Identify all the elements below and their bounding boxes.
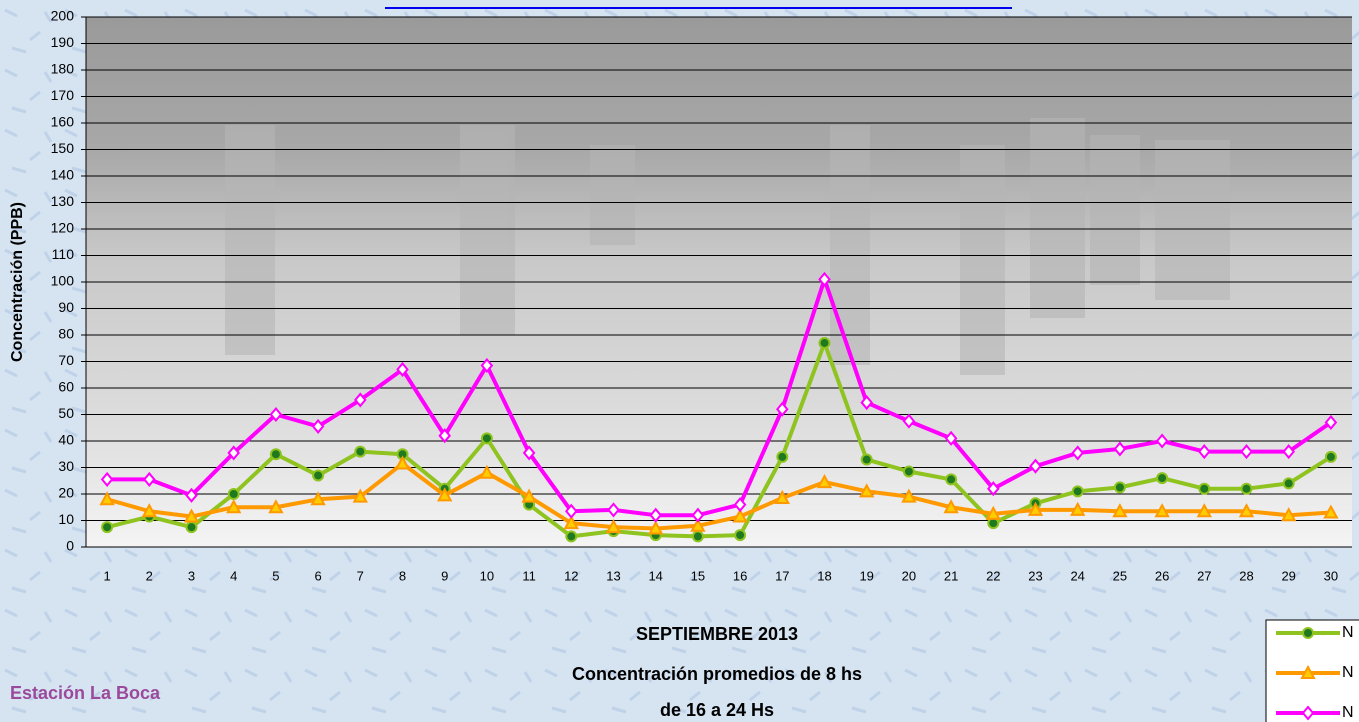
y-tick-label: 130 [51, 193, 75, 209]
x-tick-label: 17 [775, 568, 789, 583]
y-tick-label: 50 [58, 405, 74, 421]
point [693, 531, 703, 541]
point [1157, 473, 1167, 483]
x-tick-label: 14 [648, 568, 662, 583]
point [566, 531, 576, 541]
point [1242, 484, 1252, 494]
x-tick-label: 23 [1028, 568, 1042, 583]
x-tick-label: 12 [564, 568, 578, 583]
y-tick-label: 90 [58, 299, 74, 315]
x-tick-label: 21 [944, 568, 958, 583]
y-tick-label: 40 [58, 432, 74, 448]
x-tick-label: 6 [314, 568, 321, 583]
y-tick-label: 30 [58, 458, 74, 474]
point [820, 338, 830, 348]
y-tick-label: 170 [51, 87, 75, 103]
y-tick-label: 20 [58, 485, 74, 501]
x-tick-label: 28 [1239, 568, 1253, 583]
point [102, 522, 112, 532]
point [229, 489, 239, 499]
x-tick-label: 4 [230, 568, 237, 583]
y-tick-label: 70 [58, 352, 74, 368]
x-tick-label: 11 [522, 568, 536, 583]
y-tick-label: 110 [52, 246, 75, 262]
x-tick-label: 27 [1197, 568, 1211, 583]
point [1326, 452, 1336, 462]
x-tick-label: 7 [357, 568, 364, 583]
point [862, 455, 872, 465]
x-tick-label: 16 [733, 568, 747, 583]
x-tick-label: 8 [399, 568, 406, 583]
point [313, 470, 323, 480]
point [1115, 482, 1125, 492]
y-tick-label: 120 [51, 220, 75, 236]
x-tick-label: 24 [1070, 568, 1084, 583]
x-tick-label: 5 [272, 568, 279, 583]
y-tick-label: 80 [58, 326, 74, 342]
x-tick-label: 19 [859, 568, 873, 583]
point [482, 433, 492, 443]
y-tick-label: 180 [51, 61, 75, 77]
y-tick-label: 0 [66, 538, 74, 554]
point [1073, 486, 1083, 496]
chart: Concentración (PPB) SEPTIEMBRE 2013 Conc… [0, 0, 1359, 722]
point [946, 474, 956, 484]
chart-title: SEPTIEMBRE 2013 [636, 624, 798, 644]
legend-label: N [1342, 664, 1354, 681]
y-tick-label: 10 [58, 511, 74, 527]
x-tick-label: 3 [188, 568, 195, 583]
y-tick-label: 160 [51, 114, 75, 130]
chart-subtitle: Concentración promedios de 8 hs [572, 664, 862, 684]
x-tick-label: 22 [986, 568, 1000, 583]
x-tick-label: 9 [441, 568, 448, 583]
x-tick-label: 15 [691, 568, 705, 583]
x-tick-label: 20 [902, 568, 916, 583]
x-tick-label: 13 [606, 568, 620, 583]
y-tick-label: 150 [51, 140, 75, 156]
x-tick-label: 30 [1324, 568, 1338, 583]
x-tick-label: 10 [480, 568, 494, 583]
legend-label: N [1342, 704, 1354, 721]
y-tick-label: 60 [58, 379, 74, 395]
x-tick-label: 26 [1155, 568, 1169, 583]
x-tick-label: 29 [1281, 568, 1295, 583]
point [271, 449, 281, 459]
x-tick-label: 2 [146, 568, 153, 583]
x-tick-label: 18 [817, 568, 831, 583]
station-label: Estación La Boca [10, 683, 161, 703]
y-tick-label: 100 [51, 273, 75, 289]
point [735, 530, 745, 540]
y-tick-label: 190 [51, 34, 75, 50]
point [1284, 478, 1294, 488]
y-tick-label: 140 [51, 167, 75, 183]
x-tick-label: 1 [103, 568, 110, 583]
point [1199, 484, 1209, 494]
point [187, 522, 197, 532]
point [904, 466, 914, 476]
point [777, 452, 787, 462]
y-axis-label: Concentración (PPB) [9, 202, 26, 362]
y-tick-label: 200 [51, 8, 75, 24]
x-tick-label: 25 [1113, 568, 1127, 583]
legend-marker [1303, 628, 1313, 638]
chart-subtitle: de 16 a 24 Hs [660, 700, 774, 720]
legend-label: N [1342, 624, 1354, 641]
point [355, 447, 365, 457]
